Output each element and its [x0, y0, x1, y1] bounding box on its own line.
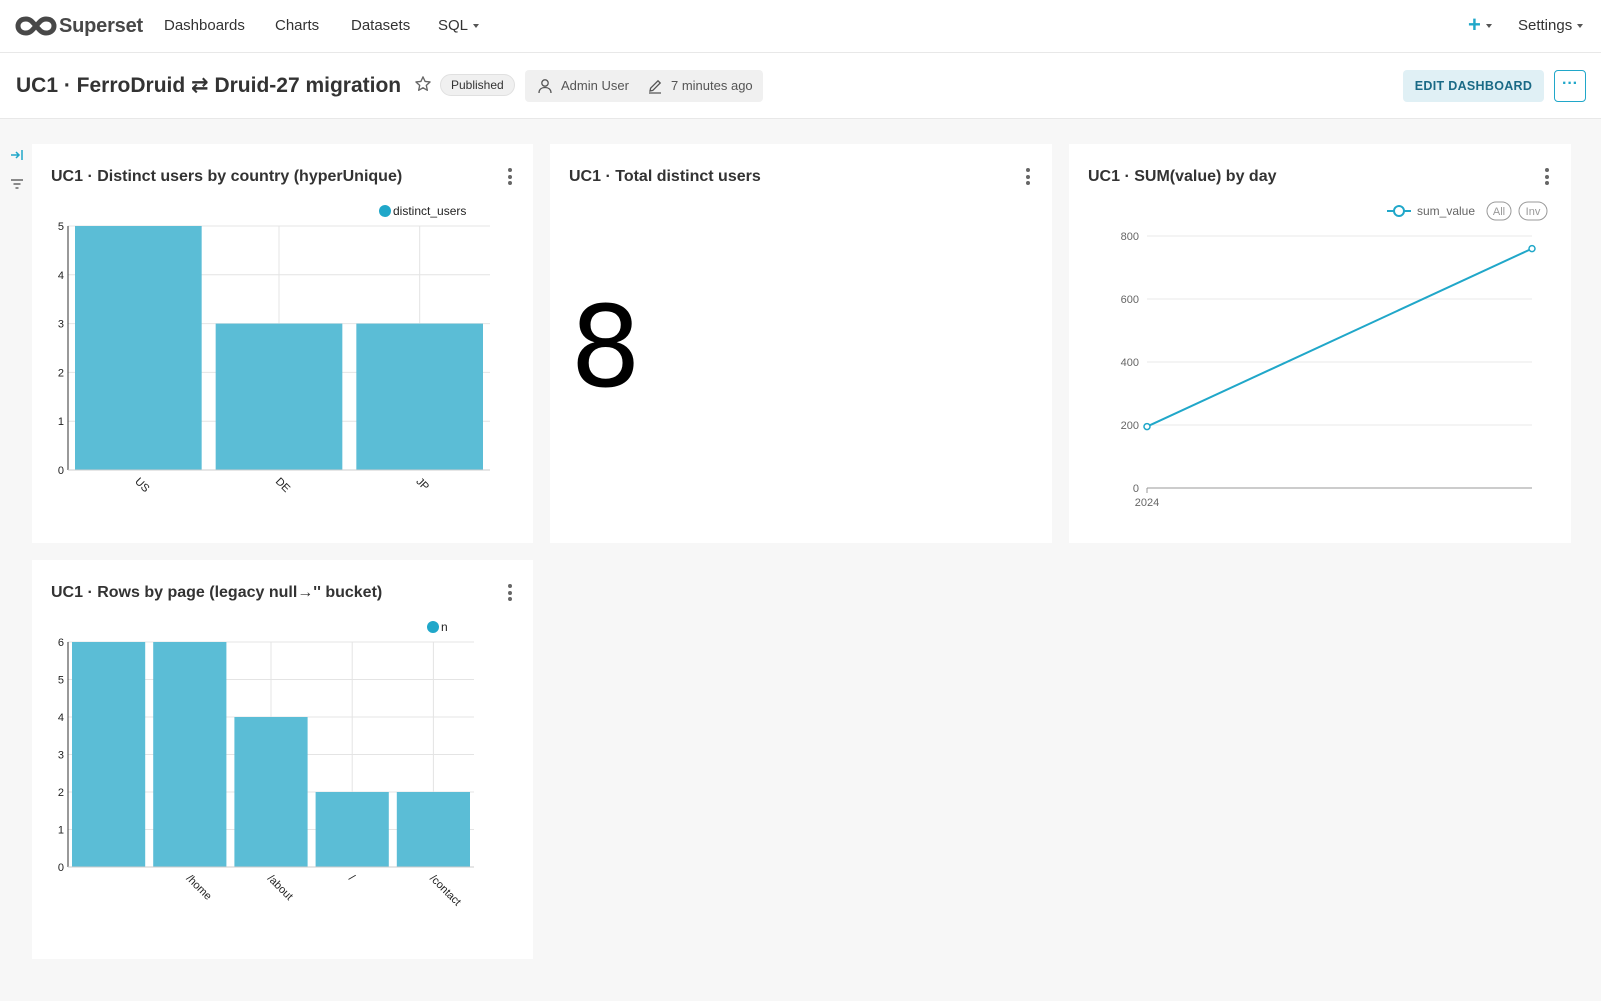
more-options-button[interactable]: ···	[1554, 70, 1586, 102]
chart-title: UC1 · Rows by page (legacy null→'' bucke…	[51, 584, 383, 601]
bar	[72, 642, 146, 867]
chart-title: UC1 · SUM(value) by day	[1088, 168, 1277, 185]
superset-logo-icon	[15, 16, 57, 36]
y-tick-label: 1	[58, 416, 64, 428]
chart-menu-icon[interactable]	[1545, 168, 1549, 188]
nav-sql[interactable]: SQL	[438, 17, 480, 34]
legend-label: distinct_users	[393, 204, 466, 218]
y-tick-label: 800	[1121, 231, 1139, 243]
legend-marker	[427, 621, 439, 633]
owner-name: Admin User	[561, 78, 629, 93]
legend-label: n	[441, 620, 448, 634]
chart-card-total: UC1 · Total distinct users 8	[550, 144, 1052, 543]
chart-title: UC1 · Distinct users by country (hyperUn…	[51, 168, 403, 185]
y-tick-label: 4	[58, 270, 64, 282]
bar	[396, 792, 470, 867]
y-tick-label: 0	[1133, 483, 1139, 495]
ellipsis-icon: ···	[1562, 75, 1578, 92]
country-bar-chart: 0 1 2 3 4 5 US DE JP distinct_users	[58, 204, 490, 495]
rows-bar-chart: 0 1 2 3 4 5 6/home/about / /contact n	[58, 620, 474, 909]
expand-filters-icon[interactable]	[9, 147, 25, 163]
x-tick-label: 2024	[1135, 497, 1159, 509]
top-navbar: Superset Dashboards Charts Datasets SQL …	[0, 0, 1601, 53]
metadata-bar: Admin User 7 minutes ago	[525, 70, 763, 102]
chevron-down-icon	[473, 24, 480, 29]
y-tick-label: 3	[58, 319, 64, 331]
legend-inverse-label: Inv	[1526, 206, 1541, 218]
nav-datasets[interactable]: Datasets	[351, 17, 411, 34]
legend-all-button	[1486, 201, 1512, 221]
status-badge[interactable]: Published	[440, 74, 515, 96]
plus-icon: +	[1468, 12, 1481, 37]
legend-inverse-button	[1518, 201, 1548, 221]
y-tick-label: 5	[58, 675, 64, 687]
bar	[153, 642, 227, 867]
legend-label: sum_value	[1417, 204, 1475, 218]
dashboard-header: UC1 · FerroDruid ⇄ Druid-27 migration Pu…	[0, 53, 1601, 119]
legend-marker	[1393, 205, 1405, 217]
y-tick-label: 2	[58, 367, 64, 379]
nav-charts[interactable]: Charts	[275, 17, 320, 34]
x-tick-label: DE	[273, 476, 292, 495]
modified-time: 7 minutes ago	[671, 78, 753, 93]
legend-all-label: All	[1493, 206, 1505, 218]
sum-line-chart: 0 200 400 600 800 2024 sum_value All Inv	[1121, 201, 1548, 509]
edit-dashboard-button[interactable]: EDIT DASHBOARD	[1403, 70, 1544, 102]
chart-title: UC1 · Total distinct users	[569, 168, 761, 185]
bar	[356, 323, 483, 470]
y-tick-label: 4	[58, 712, 64, 724]
big-number-value: 8	[570, 283, 642, 413]
dashboard-title[interactable]: UC1 · FerroDruid ⇄ Druid-27 migration	[16, 74, 402, 97]
data-point	[1528, 244, 1536, 253]
legend-marker	[379, 205, 391, 217]
chevron-down-icon	[1485, 24, 1492, 29]
settings-label: Settings	[1518, 17, 1573, 34]
y-tick-label: 200	[1121, 420, 1139, 432]
nav-dashboards[interactable]: Dashboards	[164, 17, 245, 34]
bar	[315, 792, 389, 867]
chart-card-rows: UC1 · Rows by page (legacy null→'' bucke…	[32, 560, 533, 959]
user-icon	[538, 79, 552, 94]
y-tick-label: 2	[58, 787, 64, 799]
x-tick-label: /contact	[427, 873, 463, 909]
x-tick-label: JP	[414, 476, 432, 494]
chart-menu-icon[interactable]	[508, 584, 512, 604]
x-tick-label: /about	[265, 873, 295, 903]
chart-menu-icon[interactable]	[508, 168, 512, 188]
y-tick-label: 0	[58, 465, 64, 477]
y-tick-label: 600	[1121, 294, 1139, 306]
bar	[215, 323, 343, 470]
series-line	[1146, 247, 1533, 428]
star-icon[interactable]	[414, 75, 432, 93]
chart-card-sum: UC1 · SUM(value) by day 0 200 400 600 800 202…	[1069, 144, 1571, 543]
nav-sql-label: SQL	[438, 17, 469, 34]
data-point	[1143, 422, 1151, 431]
pencil-icon	[649, 79, 662, 94]
y-tick-label: 1	[58, 825, 64, 837]
y-tick-label: 5	[58, 221, 64, 233]
app-name: Superset	[59, 14, 143, 37]
chevron-down-icon	[1577, 24, 1584, 29]
y-tick-label: 6	[58, 637, 64, 649]
superset-logo[interactable]: Superset	[15, 13, 143, 39]
x-tick-label: US	[132, 476, 151, 495]
x-tick-label: /home	[184, 873, 214, 903]
bar	[234, 717, 308, 867]
bar	[75, 226, 202, 470]
x-tick-label: /	[346, 873, 357, 884]
y-tick-label: 0	[58, 862, 64, 874]
settings-menu[interactable]: Settings	[1518, 17, 1584, 34]
filter-icon[interactable]	[9, 176, 25, 192]
chart-menu-icon[interactable]	[1026, 168, 1030, 188]
chart-card-country: UC1 · Distinct users by country (hyperUn…	[32, 144, 533, 543]
y-tick-label: 400	[1121, 357, 1139, 369]
new-item-button[interactable]: +	[1468, 12, 1492, 38]
y-tick-label: 3	[58, 750, 64, 762]
